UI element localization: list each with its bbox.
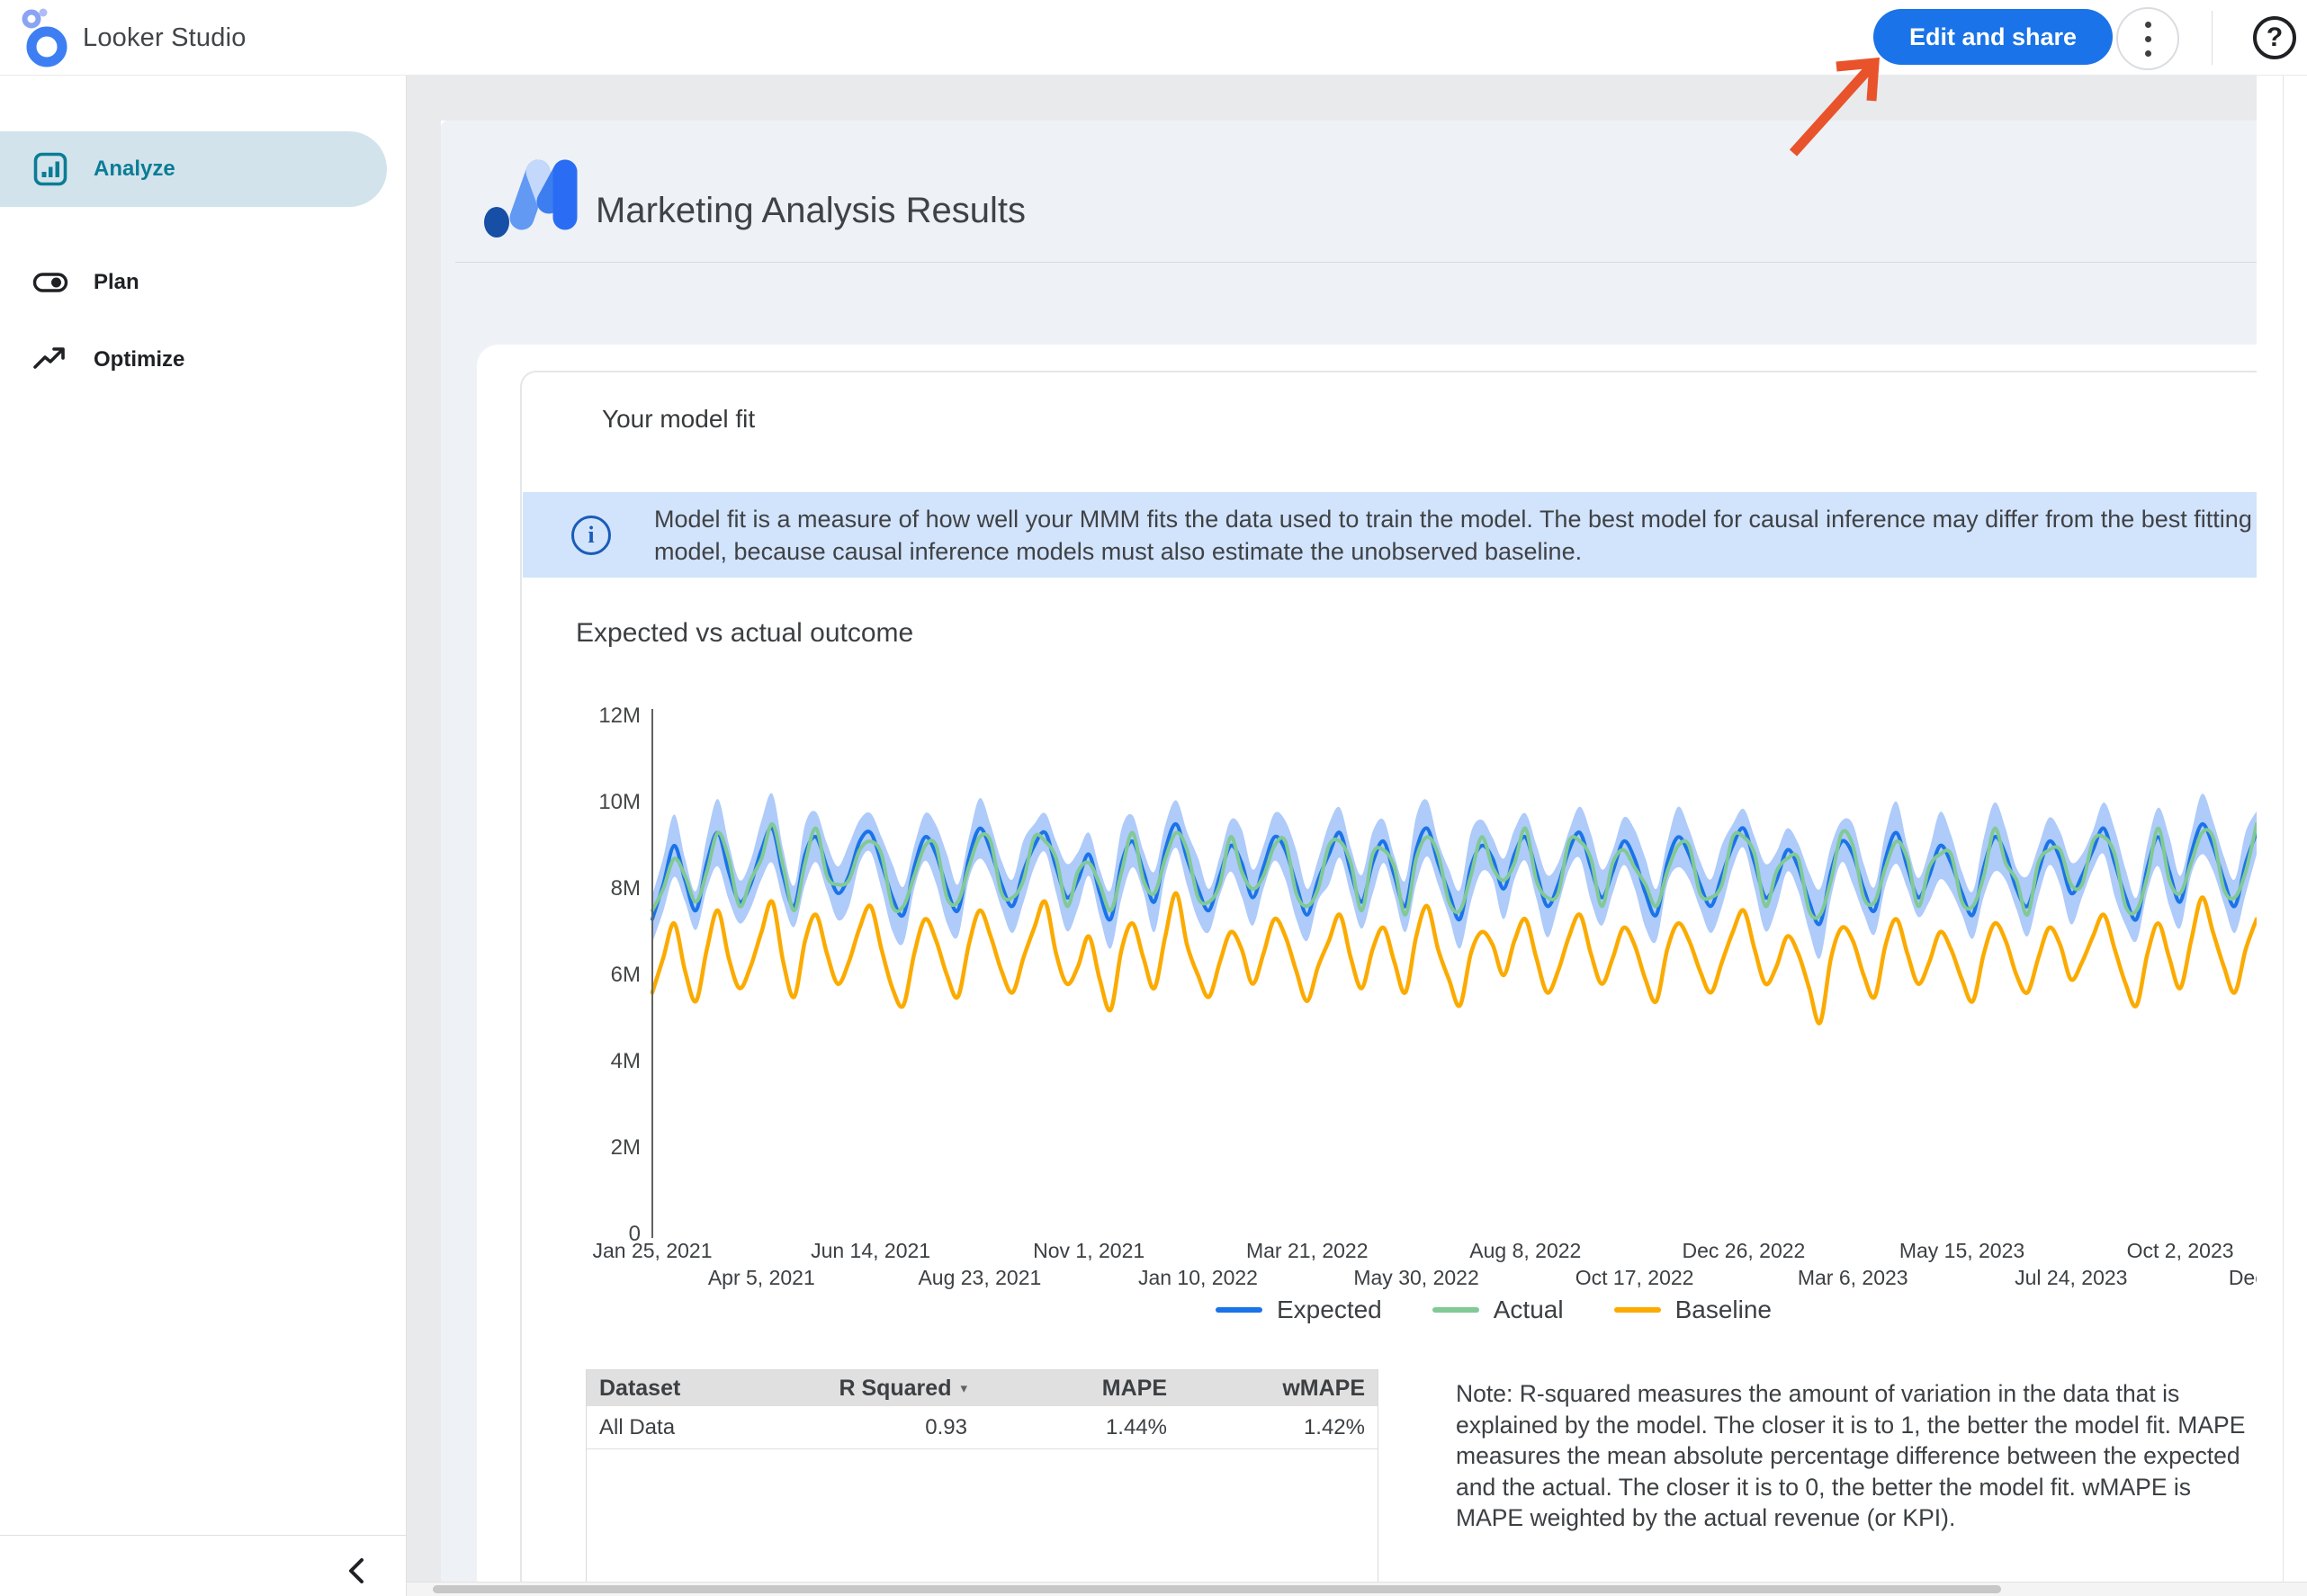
gutter [441, 76, 2257, 121]
x-tick-label: Dec 26, 2022 [1682, 1239, 1806, 1262]
column-header-wmape[interactable]: wMAPE [1282, 1375, 1365, 1401]
column-header-r-squared[interactable]: R Squared ▾ [839, 1375, 967, 1401]
plan-toggle-icon [32, 273, 68, 292]
sidebar-item-plan[interactable]: Plan [0, 245, 387, 320]
expected-vs-actual-chart [650, 709, 2257, 1238]
actual-swatch [1432, 1307, 1479, 1313]
y-tick-label: 10M [598, 790, 641, 814]
column-header-dataset[interactable]: Dataset [599, 1375, 681, 1401]
window-edge [2283, 76, 2307, 1596]
cell-wmape: 1.42% [1303, 1414, 1365, 1439]
y-tick-label: 2M [610, 1135, 641, 1160]
x-tick-label: Mar 21, 2022 [1245, 1239, 1369, 1262]
legend-label: Actual [1493, 1296, 1564, 1323]
header-divider [455, 262, 2257, 263]
y-tick-label: 6M [610, 963, 641, 987]
info-banner-text: Model fit is a measure of how well your … [654, 506, 2252, 565]
cell-r-squared: 0.93 [925, 1414, 967, 1439]
x-tick-label: May 30, 2022 [1353, 1266, 1479, 1289]
chevron-left-icon [349, 1558, 364, 1583]
sidebar-item-analyze[interactable]: Analyze [0, 131, 387, 207]
app-bar: Looker Studio Edit and share ? [0, 0, 2307, 76]
cell-mape: 1.44% [1105, 1414, 1167, 1439]
analyze-chart-icon [33, 152, 67, 186]
x-tick-label: Jul 24, 2023 [2015, 1266, 2128, 1289]
horizontal-scrollbar-thumb[interactable] [433, 1585, 2001, 1593]
sidebar-item-optimize[interactable]: Optimize [0, 322, 387, 398]
info-banner: i Model fit is a measure of how well you… [523, 492, 2257, 578]
meridian-logo [484, 159, 578, 238]
optimize-trending-up-icon [33, 347, 65, 369]
x-tick-label: Aug 8, 2022 [1469, 1239, 1582, 1262]
product-name: Looker Studio [83, 23, 247, 52]
metrics-note: Note: R-squared measures the amount of v… [1456, 1380, 2246, 1531]
vertical-scrollbar[interactable] [2257, 76, 2283, 1582]
legend-label: Baseline [1674, 1296, 1772, 1323]
y-tick-label: 8M [610, 876, 641, 901]
x-tick-label: Jan 25, 2021 [592, 1239, 713, 1262]
kebab-dot [2144, 49, 2151, 57]
sidebar-item-label: Analyze [94, 157, 175, 181]
x-tick-label: Apr 5, 2021 [707, 1266, 815, 1289]
baseline-swatch [1613, 1307, 1661, 1313]
sort-desc-icon[interactable]: ▾ [960, 1381, 967, 1396]
gutter [407, 76, 441, 1582]
kebab-dot [2144, 21, 2151, 28]
sidebar: Analyze Plan Optimize [0, 76, 407, 1596]
report-canvas: Marketing Analysis Results Your model fi… [441, 121, 2257, 1582]
info-icon: i [571, 516, 611, 555]
column-header-mape[interactable]: MAPE [1101, 1375, 1167, 1401]
chart-title: Expected vs actual outcome [576, 618, 914, 648]
x-tick-label: Dec 11, 2023 [2228, 1266, 2257, 1289]
sidebar-item-label: Optimize [94, 347, 185, 372]
x-tick-label: Aug 23, 2021 [918, 1266, 1042, 1289]
expected-swatch [1216, 1307, 1262, 1313]
cell-dataset: All Data [599, 1414, 676, 1439]
legend-label: Expected [1277, 1296, 1382, 1323]
legend-item-expected[interactable]: Expected [1216, 1296, 1382, 1324]
table-row: All Data 0.93 1.44% 1.42% [587, 1406, 1378, 1449]
looker-studio-logo-icon [22, 8, 67, 67]
x-tick-label: Jun 14, 2021 [811, 1239, 931, 1262]
chart-legend: Expected Actual Baseline [652, 1296, 2257, 1324]
legend-item-baseline[interactable]: Baseline [1613, 1296, 1772, 1324]
table-header-row: Dataset R Squared ▾ MAPE wMAPE [587, 1370, 1378, 1406]
x-tick-label: May 15, 2023 [1899, 1239, 2025, 1262]
y-tick-label: 0 [628, 1222, 641, 1246]
more-options-button[interactable] [2116, 7, 2179, 70]
sidebar-item-label: Plan [94, 270, 139, 294]
appbar-divider [2212, 11, 2213, 65]
model-fit-metrics-table: Dataset R Squared ▾ MAPE wMAPE All Data … [586, 1369, 1378, 1582]
card-heading: Your model fit [602, 405, 756, 433]
x-tick-label: Mar 6, 2023 [1797, 1266, 1908, 1289]
y-tick-label: 12M [598, 704, 641, 728]
horizontal-scrollbar[interactable] [407, 1582, 2307, 1596]
help-icon[interactable]: ? [2253, 16, 2296, 59]
edit-and-share-button[interactable]: Edit and share [1873, 9, 2114, 65]
kebab-dot [2144, 35, 2151, 42]
y-tick-label: 4M [610, 1049, 641, 1073]
x-tick-label: Oct 2, 2023 [2126, 1239, 2234, 1262]
legend-item-actual[interactable]: Actual [1432, 1296, 1564, 1324]
x-tick-label: Nov 1, 2021 [1033, 1239, 1145, 1262]
sidebar-divider [0, 1535, 407, 1536]
page-title: Marketing Analysis Results [596, 191, 1026, 230]
x-tick-label: Oct 17, 2022 [1575, 1266, 1694, 1289]
collapse-sidebar-button[interactable] [338, 1551, 378, 1591]
x-tick-label: Jan 10, 2022 [1137, 1266, 1258, 1289]
